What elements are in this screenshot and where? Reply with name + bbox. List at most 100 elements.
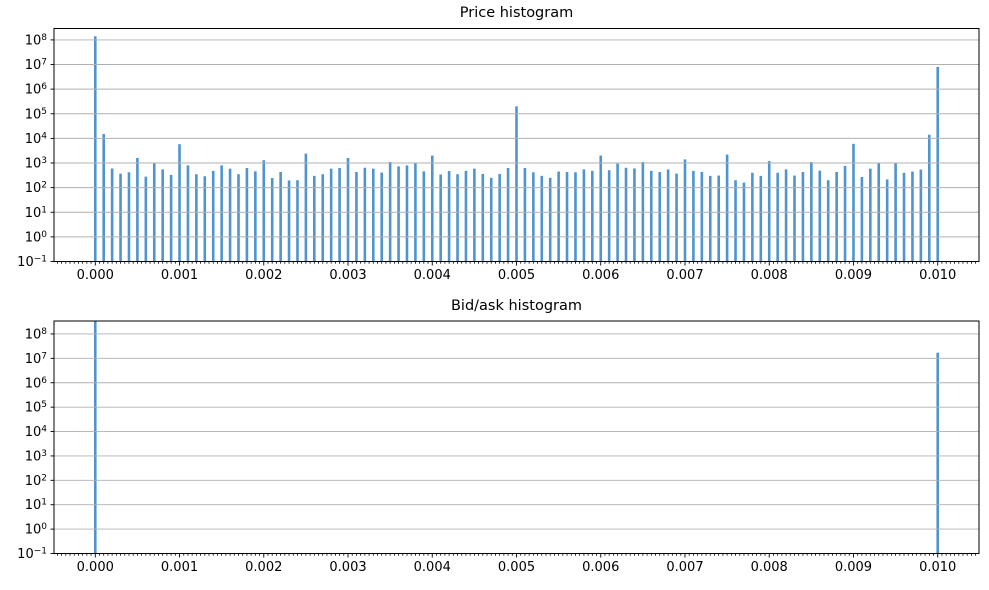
x-tick-label: 0.004 (414, 560, 451, 575)
y-tick-label: 107 (25, 58, 47, 74)
y-tick-label: 108 (25, 327, 48, 343)
y-tick-label: 104 (25, 131, 48, 147)
histogram-bar (776, 172, 779, 262)
histogram-bar (523, 167, 527, 262)
histogram-bar (641, 161, 645, 262)
y-tick-label: 100 (25, 230, 48, 246)
histogram-bar (582, 169, 586, 262)
bid-ask-histogram-title: Bid/ask histogram (450, 298, 583, 314)
histogram-bar (919, 169, 923, 262)
x-tick-label: 0.005 (498, 268, 535, 283)
histogram-bar (801, 172, 805, 262)
x-tick-label: 0.000 (77, 268, 114, 283)
histogram-bar (169, 174, 173, 262)
x-tick-label: 0.002 (245, 560, 282, 575)
histogram-bar (203, 176, 207, 262)
histogram-bar (515, 106, 518, 262)
x-tick-label: 0.009 (835, 268, 872, 283)
histogram-bar (624, 167, 628, 262)
histogram-bar (262, 160, 266, 262)
histogram-bar (110, 168, 114, 262)
histogram-bar (658, 172, 662, 262)
x-tick-label: 0.003 (329, 268, 366, 283)
x-tick-label: 0.002 (245, 268, 282, 283)
histogram-bar (759, 175, 763, 262)
histogram-bar (254, 171, 257, 262)
histogram-bar (186, 165, 190, 262)
histogram-bar (928, 134, 931, 262)
histogram-bar (826, 180, 830, 262)
y-tick-label: 10−1 (17, 547, 47, 563)
plot-border (53, 28, 980, 262)
histogram-bar (279, 172, 282, 262)
plot-border (53, 320, 980, 554)
histogram-bar (742, 182, 746, 262)
histogram-bar (371, 168, 375, 262)
histogram-bar (405, 165, 409, 262)
histogram-bar (388, 161, 392, 262)
histogram-bar (296, 180, 299, 262)
histogram-bar (936, 352, 940, 554)
histogram-bar (675, 173, 678, 262)
x-tick-label: 0.010 (919, 268, 956, 283)
histogram-bar (725, 154, 729, 262)
histogram-bar (430, 155, 434, 262)
histogram-bar (338, 167, 341, 262)
histogram-bar (885, 179, 889, 262)
histogram-bar (532, 172, 535, 262)
x-tick-label: 0.008 (751, 560, 788, 575)
histogram-bar (136, 157, 139, 262)
histogram-bar (649, 170, 653, 262)
histogram-bar (422, 171, 426, 262)
price-histogram-title: Price histogram (459, 5, 574, 21)
histogram-bar (607, 170, 611, 262)
histogram-bar (321, 174, 325, 262)
histogram-bar (329, 168, 333, 262)
histogram-bar (363, 167, 367, 262)
histogram-bar (498, 173, 501, 262)
histogram-bar (683, 159, 687, 262)
y-tick-label: 103 (25, 449, 47, 465)
x-tick-label: 0.008 (751, 268, 788, 283)
x-tick-label: 0.006 (582, 560, 619, 575)
histogram-bar (237, 174, 240, 262)
histogram-bar (911, 171, 914, 262)
y-tick-label: 105 (25, 400, 47, 416)
histogram-bar (144, 176, 148, 262)
histogram-bar (161, 169, 164, 262)
x-tick-label: 0.009 (835, 560, 872, 575)
histogram-bar (633, 168, 636, 262)
histogram-bar (220, 165, 223, 262)
y-tick-label: 101 (25, 205, 47, 221)
histogram-bar (565, 172, 569, 262)
histogram-bar (228, 168, 232, 262)
x-tick-label: 0.007 (666, 560, 703, 575)
y-tick-label: 102 (25, 473, 47, 489)
histogram-bar (473, 168, 476, 262)
histogram-bar (810, 161, 813, 262)
histogram-bar (591, 170, 594, 262)
histogram-bar (270, 178, 274, 262)
y-tick-label: 108 (25, 33, 48, 49)
histogram-bar (127, 172, 131, 262)
x-tick-label: 0.010 (919, 560, 956, 575)
histogram-bar (548, 177, 552, 262)
y-tick-label: 104 (25, 425, 48, 441)
histogram-bar (574, 172, 577, 262)
histogram-bar (708, 175, 712, 262)
histogram-bar (869, 168, 872, 262)
y-tick-label: 106 (25, 376, 48, 392)
histogram-bar (313, 175, 316, 262)
histogram-bar (767, 161, 771, 262)
x-tick-label: 0.006 (582, 268, 619, 283)
y-tick-label: 10−1 (17, 255, 47, 271)
histogram-bar (102, 134, 105, 262)
histogram-bar (936, 66, 940, 262)
x-tick-label: 0.000 (77, 560, 114, 575)
y-tick-label: 100 (25, 522, 48, 538)
histogram-bar (489, 177, 493, 262)
histogram-bar (540, 175, 544, 262)
histogram-bar (835, 172, 838, 262)
